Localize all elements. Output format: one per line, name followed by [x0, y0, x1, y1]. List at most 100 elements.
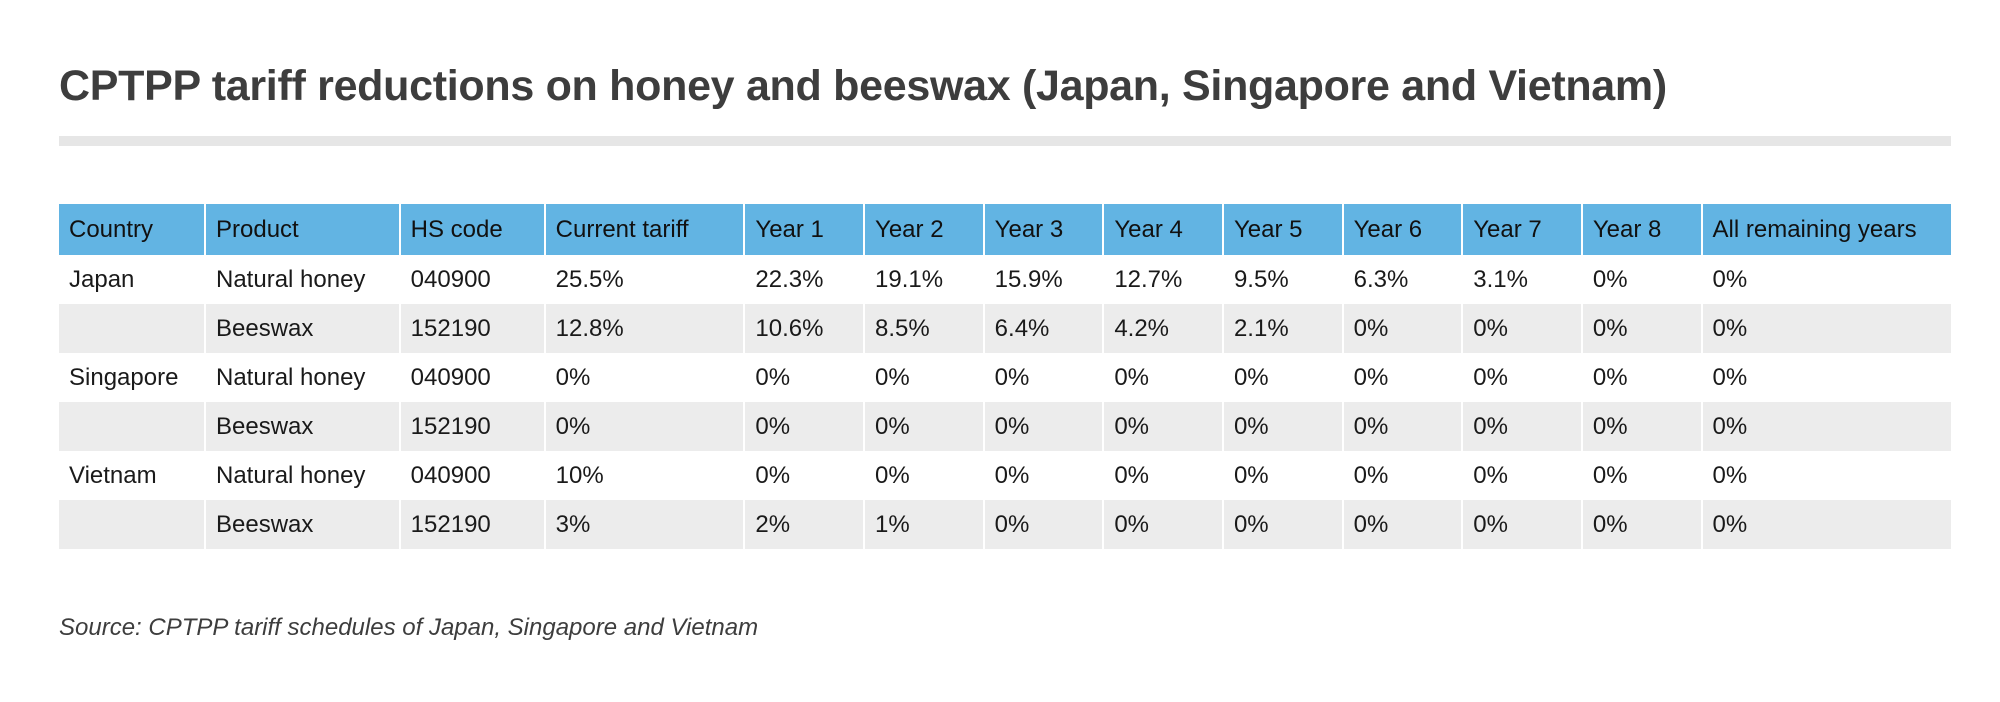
- table-cell: 040900: [398, 451, 545, 500]
- table-cell: 0%: [1580, 500, 1702, 549]
- table-cell: 0%: [1700, 500, 1951, 549]
- table-cell: 0%: [1102, 402, 1223, 451]
- column-header: Year 6: [1341, 204, 1463, 255]
- table-cell: 0%: [1700, 451, 1951, 500]
- table-cell: 0%: [1341, 500, 1463, 549]
- header-row: Country Product HS code Current tariff Year …: [59, 204, 1951, 255]
- tariff-table-container: Country Product HS code Current tariff Year …: [59, 204, 1951, 549]
- table-cell: 0%: [982, 451, 1104, 500]
- table-cell: 15.9%: [982, 255, 1104, 304]
- table-cell: 10%: [543, 451, 745, 500]
- table-cell: 0%: [1700, 353, 1951, 402]
- column-header: All remaining years: [1700, 204, 1951, 255]
- title-divider: [59, 136, 1951, 146]
- table-cell: 0%: [1461, 304, 1582, 353]
- table-cell: 2.1%: [1221, 304, 1343, 353]
- table-cell: Natural honey: [204, 451, 400, 500]
- table-cell: 0%: [1221, 353, 1343, 402]
- table-cell: 10.6%: [743, 304, 865, 353]
- source-note: Source: CPTPP tariff schedules of Japan,…: [59, 614, 759, 641]
- table-cell: 0%: [1580, 451, 1702, 500]
- table-cell: 0%: [1341, 451, 1463, 500]
- table-cell: 152190: [398, 402, 545, 451]
- table-cell: 1%: [863, 500, 984, 549]
- table-cell: 0%: [1580, 255, 1702, 304]
- table-row: Beeswax 152190 3% 2% 1% 0% 0% 0% 0% 0% 0% 0%: [59, 500, 1951, 549]
- table-cell: Natural honey: [204, 353, 400, 402]
- table-row: Japan Natural honey 040900 25.5% 22.3% 19.1% 1…: [59, 255, 1951, 304]
- table-cell: 0%: [1580, 304, 1702, 353]
- table-cell: 0%: [1461, 500, 1582, 549]
- table-cell: 0%: [1461, 402, 1582, 451]
- table-cell: 040900: [398, 353, 545, 402]
- table-cell: 0%: [543, 353, 745, 402]
- chart-title: CPTPP tariff reductions on honey and bee…: [59, 62, 1667, 110]
- table-cell: 6.4%: [982, 304, 1104, 353]
- table-cell: 0%: [1700, 255, 1951, 304]
- table-cell: 25.5%: [543, 255, 745, 304]
- table-row: Vietnam Natural honey 040900 10% 0% 0% 0% 0% 0% 0…: [59, 451, 1951, 500]
- table-cell: 0%: [1341, 353, 1463, 402]
- table-cell: Vietnam: [59, 451, 205, 500]
- table-cell: 0%: [982, 402, 1104, 451]
- table-cell: 0%: [743, 402, 865, 451]
- table-cell: 0%: [863, 451, 984, 500]
- table-cell: 0%: [1102, 353, 1223, 402]
- table-cell: 0%: [863, 353, 984, 402]
- table-cell: Beeswax: [204, 500, 400, 549]
- table-cell: 3%: [543, 500, 745, 549]
- table-cell: Japan: [59, 255, 205, 304]
- table-cell: 0%: [1221, 451, 1343, 500]
- table-cell: 0%: [1580, 353, 1702, 402]
- table-cell: 0%: [743, 451, 865, 500]
- column-header: HS code: [398, 204, 545, 255]
- table-cell: 0%: [1461, 451, 1582, 500]
- table-cell: Beeswax: [204, 402, 400, 451]
- table-cell: 0%: [743, 353, 865, 402]
- column-header: Product: [204, 204, 400, 255]
- table-cell: 0%: [543, 402, 745, 451]
- table-cell: 0%: [1700, 402, 1951, 451]
- table-cell: 152190: [398, 500, 545, 549]
- column-header: Year 4: [1102, 204, 1223, 255]
- table-row: Beeswax 152190 0% 0% 0% 0% 0% 0% 0% 0% 0% 0%: [59, 402, 1951, 451]
- table-cell: 3.1%: [1461, 255, 1582, 304]
- table-cell: 4.2%: [1102, 304, 1223, 353]
- table-cell: 040900: [398, 255, 545, 304]
- table-cell: 0%: [1461, 353, 1582, 402]
- table-cell: 0%: [863, 402, 984, 451]
- table-body: Japan Natural honey 040900 25.5% 22.3% 19.1% 1…: [59, 255, 1951, 549]
- table-cell: 12.8%: [543, 304, 745, 353]
- column-header: Year 7: [1461, 204, 1582, 255]
- table-cell: 0%: [1341, 304, 1463, 353]
- table-header: Country Product HS code Current tariff Year …: [59, 204, 1951, 255]
- table-cell: 22.3%: [743, 255, 865, 304]
- column-header: Current tariff: [543, 204, 745, 255]
- table-cell: 0%: [1580, 402, 1702, 451]
- table-cell: Natural honey: [204, 255, 400, 304]
- table-cell: [59, 500, 205, 549]
- table-cell: 19.1%: [863, 255, 984, 304]
- column-header: Year 5: [1221, 204, 1343, 255]
- table-cell: 0%: [1102, 451, 1223, 500]
- table-cell: 12.7%: [1102, 255, 1223, 304]
- column-header: Year 8: [1580, 204, 1702, 255]
- table-cell: 8.5%: [863, 304, 984, 353]
- table-cell: 0%: [1221, 500, 1343, 549]
- table-cell: Singapore: [59, 353, 205, 402]
- table-cell: Beeswax: [204, 304, 400, 353]
- table-cell: 152190: [398, 304, 545, 353]
- table-cell: [59, 402, 205, 451]
- column-header: Country: [59, 204, 205, 255]
- table-cell: 0%: [982, 500, 1104, 549]
- table-cell: 0%: [982, 353, 1104, 402]
- column-header: Year 1: [743, 204, 865, 255]
- table-cell: [59, 304, 205, 353]
- table-cell: 0%: [1221, 402, 1343, 451]
- table-cell: 2%: [743, 500, 865, 549]
- table-cell: 0%: [1102, 500, 1223, 549]
- table-cell: 0%: [1341, 402, 1463, 451]
- table-cell: 0%: [1700, 304, 1951, 353]
- column-header: Year 2: [863, 204, 984, 255]
- table-cell: 9.5%: [1221, 255, 1343, 304]
